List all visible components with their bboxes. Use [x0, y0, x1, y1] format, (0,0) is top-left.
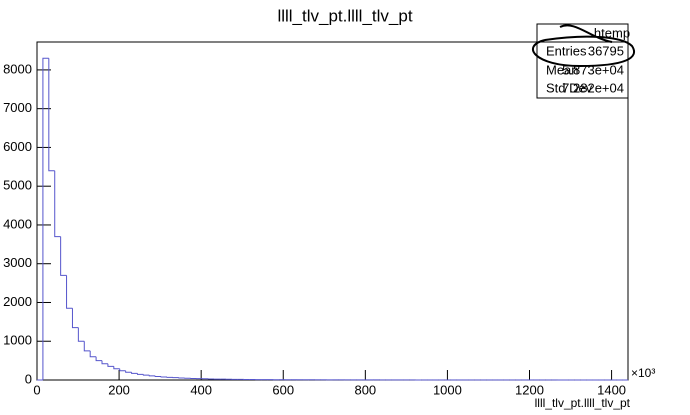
histogram-bin: [95, 356, 103, 362]
histogram-bin: [119, 368, 126, 372]
histogram-bin: [66, 275, 73, 309]
stats-value: 7.282e+04: [562, 80, 624, 95]
histogram-bin: [77, 327, 85, 342]
y-tick-label: 3000: [3, 255, 32, 270]
histogram-bin: [48, 58, 55, 172]
stats-label: Entries: [546, 43, 587, 58]
histogram-bin: [142, 374, 150, 376]
histogram-bin: [154, 375, 162, 378]
stats-box: htemp Entries 36795 Mean 5.873e+04 Std D…: [532, 23, 635, 99]
stats-label: Std Dev: [546, 80, 593, 95]
y-tick-label: 5000: [3, 178, 32, 193]
histogram-bin: [42, 57, 49, 380]
chart-title: llll_tlv_pt.llll_tlv_pt: [277, 6, 412, 25]
histogram-bin: [148, 375, 156, 377]
histogram-bin: [101, 360, 108, 365]
hand-annotation: [532, 24, 635, 68]
x-tick-label: 400: [190, 382, 212, 397]
histogram-bin: [71, 308, 79, 329]
histogram-bin: [54, 170, 61, 238]
x-tick-label: 1200: [515, 382, 544, 397]
stats-value: 5.873e+04: [562, 62, 624, 77]
x-axis-title: llll_tlv_pt.llll_tlv_pt: [535, 396, 631, 410]
y-tick-label: 8000: [3, 61, 32, 76]
histogram-bin: [131, 372, 138, 374]
x-tick-label: 800: [354, 382, 376, 397]
x-multiplier: ×10³: [631, 366, 655, 380]
histogram-bin: [60, 236, 67, 276]
histogram-bin: [125, 370, 132, 373]
stats-value: 36795: [588, 43, 624, 58]
x-tick-label: 200: [108, 382, 130, 397]
y-tick-label: 1000: [3, 333, 32, 348]
y-tick-label: 4000: [3, 216, 32, 231]
histogram-bin: [83, 341, 91, 352]
y-tick-label: 0: [25, 371, 32, 386]
histogram-bin: [89, 350, 97, 358]
histogram-bin: [113, 366, 120, 370]
histogram-bin: [107, 363, 114, 367]
x-tick-label: 1000: [433, 382, 462, 397]
y-tick-label: 2000: [3, 294, 32, 309]
y-tick-label: 6000: [3, 139, 32, 154]
x-tick-label: 1400: [597, 382, 626, 397]
y-tick-label: 7000: [3, 100, 32, 115]
histogram-bin: [136, 373, 144, 375]
x-tick-label: 0: [33, 382, 40, 397]
x-tick-label: 600: [272, 382, 294, 397]
